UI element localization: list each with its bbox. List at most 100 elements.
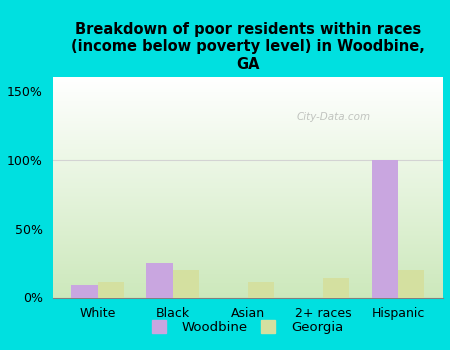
- Text: City-Data.com: City-Data.com: [297, 112, 371, 122]
- Bar: [53, 238, 443, 239]
- Bar: [53, 229, 443, 230]
- Bar: [53, 109, 443, 110]
- Bar: [53, 122, 443, 123]
- Bar: [53, 96, 443, 97]
- Bar: [53, 273, 443, 274]
- Bar: [53, 132, 443, 133]
- Bar: [53, 145, 443, 146]
- Bar: [53, 167, 443, 168]
- Bar: [53, 260, 443, 261]
- Bar: [98, 282, 124, 298]
- Bar: [53, 184, 443, 185]
- Legend: Woodbine, Georgia: Woodbine, Georgia: [146, 315, 349, 340]
- Bar: [53, 121, 443, 122]
- Bar: [53, 89, 443, 90]
- Bar: [53, 189, 443, 190]
- Bar: [53, 243, 443, 244]
- Bar: [53, 154, 443, 155]
- Bar: [53, 107, 443, 108]
- Bar: [53, 153, 443, 154]
- Bar: [53, 176, 443, 177]
- Bar: [53, 139, 443, 140]
- Bar: [146, 263, 173, 298]
- Bar: [53, 151, 443, 152]
- Bar: [53, 252, 443, 253]
- Bar: [53, 247, 443, 248]
- Bar: [53, 231, 443, 232]
- Bar: [53, 135, 443, 136]
- Bar: [53, 228, 443, 229]
- Bar: [53, 155, 443, 156]
- Bar: [53, 136, 443, 137]
- Bar: [53, 286, 443, 287]
- Bar: [53, 284, 443, 285]
- Bar: [53, 208, 443, 209]
- Bar: [53, 224, 443, 225]
- Bar: [53, 268, 443, 269]
- Bar: [53, 182, 443, 183]
- Bar: [53, 282, 443, 283]
- Bar: [53, 193, 443, 194]
- Bar: [53, 274, 443, 275]
- Bar: [53, 150, 443, 151]
- Bar: [53, 177, 443, 178]
- Bar: [53, 219, 443, 220]
- Bar: [53, 290, 443, 291]
- Bar: [372, 160, 398, 298]
- Bar: [53, 212, 443, 213]
- Bar: [53, 259, 443, 260]
- Bar: [53, 249, 443, 250]
- Bar: [53, 192, 443, 193]
- Bar: [53, 199, 443, 200]
- Bar: [53, 164, 443, 165]
- Bar: [53, 180, 443, 181]
- Bar: [53, 204, 443, 205]
- Bar: [53, 160, 443, 161]
- Bar: [53, 157, 443, 158]
- Bar: [53, 88, 443, 89]
- Bar: [53, 183, 443, 184]
- Bar: [53, 165, 443, 166]
- Bar: [53, 291, 443, 292]
- Bar: [53, 264, 443, 265]
- Bar: [53, 262, 443, 263]
- Bar: [53, 211, 443, 212]
- Bar: [53, 244, 443, 245]
- Bar: [53, 191, 443, 192]
- Bar: [53, 214, 443, 215]
- Bar: [53, 215, 443, 216]
- Bar: [53, 292, 443, 293]
- Bar: [71, 285, 98, 298]
- Bar: [53, 230, 443, 231]
- Bar: [53, 84, 443, 85]
- Bar: [53, 126, 443, 127]
- Bar: [53, 81, 443, 82]
- Bar: [53, 195, 443, 196]
- Bar: [53, 227, 443, 228]
- Bar: [53, 200, 443, 201]
- Bar: [53, 156, 443, 157]
- Bar: [53, 117, 443, 118]
- Bar: [53, 188, 443, 189]
- Bar: [53, 236, 443, 237]
- Bar: [53, 159, 443, 160]
- Bar: [53, 245, 443, 246]
- Bar: [53, 218, 443, 219]
- Bar: [53, 258, 443, 259]
- Bar: [53, 257, 443, 258]
- Bar: [53, 202, 443, 203]
- Bar: [53, 148, 443, 149]
- Bar: [53, 220, 443, 221]
- Bar: [53, 187, 443, 188]
- Bar: [53, 127, 443, 128]
- Bar: [53, 267, 443, 268]
- Bar: [53, 271, 443, 272]
- Bar: [53, 280, 443, 281]
- Bar: [53, 186, 443, 187]
- Bar: [53, 237, 443, 238]
- Bar: [53, 265, 443, 266]
- Bar: [53, 119, 443, 120]
- Bar: [53, 149, 443, 150]
- Bar: [398, 270, 424, 298]
- Bar: [53, 276, 443, 277]
